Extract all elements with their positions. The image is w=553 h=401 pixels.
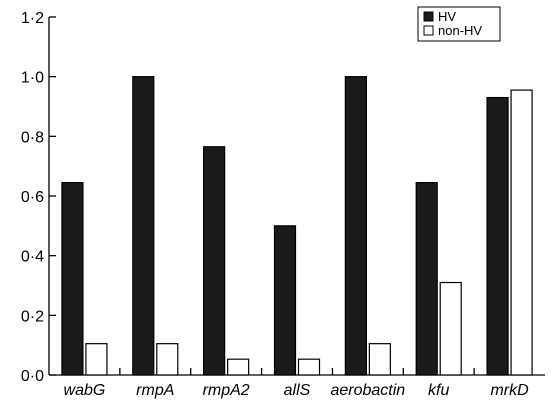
y-axis: 0·0 0·2 0·4 0·6 0·8 1·0 1·2 xyxy=(21,10,56,385)
legend-label: non-HV xyxy=(438,23,482,38)
x-axis: wabG rmpA rmpA2 allS aerobactin kfu mrkD xyxy=(49,368,545,399)
bar-non-hv-rmpa xyxy=(156,343,179,376)
x-tick-label: allS xyxy=(284,382,311,399)
y-tick-label: 1·0 xyxy=(21,70,44,87)
legend-label: HV xyxy=(438,9,456,24)
x-tick-label: rmpA xyxy=(136,382,174,399)
bar-hv-alls xyxy=(273,225,297,376)
bar-hv-rmpa2 xyxy=(203,146,226,376)
bar-hv-rmpa xyxy=(132,76,155,376)
bar-hv-wabg xyxy=(61,181,84,376)
y-tick-label: 0·6 xyxy=(21,189,44,206)
bar-hv-aerobactin xyxy=(344,76,367,376)
bar-non-hv-wabg xyxy=(85,343,108,376)
y-tick-label: 0·0 xyxy=(21,368,44,385)
x-tick-label: mrkD xyxy=(490,382,529,399)
bar-non-hv-rmpa2 xyxy=(227,358,250,376)
y-tick-label: 0·4 xyxy=(21,249,44,266)
x-tick-label: wabG xyxy=(64,382,106,399)
legend-swatch xyxy=(423,11,434,22)
bar-non-hv-mrkd xyxy=(510,89,533,376)
bar-hv-mrkd xyxy=(486,96,509,376)
x-tick-label: kfu xyxy=(428,382,449,399)
bars xyxy=(61,76,533,376)
y-tick-label: 1·2 xyxy=(21,10,44,27)
bar-non-hv-alls xyxy=(297,358,321,376)
bar-non-hv-aerobactin xyxy=(368,343,391,376)
legend-swatch xyxy=(423,25,434,36)
y-tick-label: 0·2 xyxy=(21,308,44,325)
bar-non-hv-kfu xyxy=(439,281,462,376)
y-tick-label: 0·8 xyxy=(21,129,44,146)
x-tick-label: rmpA2 xyxy=(203,382,250,399)
x-tick-label: aerobactin xyxy=(330,382,405,399)
bar-hv-kfu xyxy=(415,181,438,376)
